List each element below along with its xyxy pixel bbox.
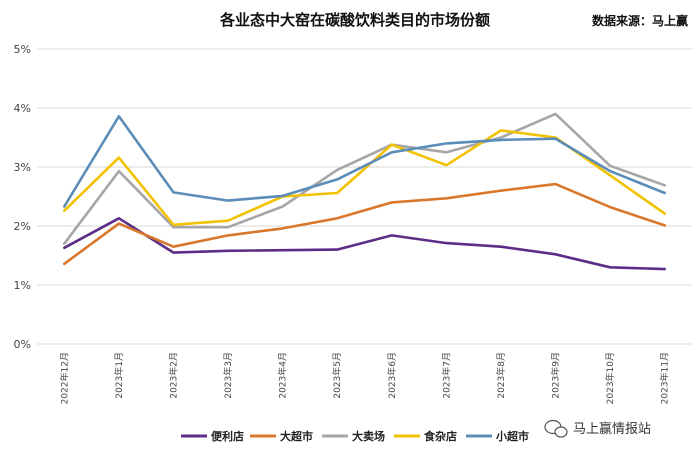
x-tick-label: 2023年7月 <box>440 352 452 399</box>
y-tick-label: 3% <box>14 161 31 174</box>
legend-item: 小超市 <box>466 429 529 443</box>
x-tick-label: 2023年3月 <box>222 352 234 399</box>
legend-label: 便利店 <box>211 429 244 443</box>
x-tick-label: 2023年10月 <box>604 352 616 404</box>
legend-item: 大卖场 <box>322 429 385 443</box>
series-line-5 <box>63 115 667 208</box>
legend-label: 小超市 <box>495 429 529 443</box>
wechat-icon <box>544 419 568 438</box>
x-axis-ticks: 2022年12月 2023年1月 2023年2月 2023年3月 2023年4月 2023… <box>58 352 670 404</box>
chart-title: 各业态中大窑在碳酸饮料类目的市场份额 <box>219 11 490 29</box>
x-tick-label: 2023年9月 <box>550 352 562 399</box>
gridlines <box>37 48 692 345</box>
legend-label: 大卖场 <box>352 429 385 443</box>
y-tick-label: 2% <box>14 220 31 233</box>
y-tick-label: 5% <box>14 43 31 56</box>
watermark: 马上赢情报站 <box>544 419 651 438</box>
series-line-1 <box>63 217 667 271</box>
watermark-text: 马上赢情报站 <box>573 421 651 437</box>
legend-label: 大超市 <box>280 429 313 443</box>
chart-source: 数据来源：马上赢 <box>592 13 688 28</box>
legend-label: 食杂店 <box>424 429 457 443</box>
series-lines <box>63 112 667 271</box>
y-tick-label: 0% <box>14 338 31 351</box>
y-tick-label: 4% <box>14 102 31 115</box>
x-tick-label: 2023年1月 <box>113 352 125 399</box>
x-tick-label: 2023年8月 <box>495 352 507 399</box>
legend-item: 便利店 <box>181 429 244 443</box>
legend: 便利店 大超市 大卖场 食杂店 小超市 <box>181 429 529 443</box>
x-tick-label: 2023年2月 <box>167 352 179 399</box>
y-axis-ticks: 0% 1% 2% 3% 4% 5% <box>14 43 31 351</box>
x-tick-label: 2023年5月 <box>331 352 343 399</box>
legend-item: 食杂店 <box>394 429 457 443</box>
x-tick-label: 2023年11月 <box>659 352 671 404</box>
x-tick-label: 2023年4月 <box>277 352 289 399</box>
legend-item: 大超市 <box>250 429 313 443</box>
x-tick-label: 2022年12月 <box>58 352 70 404</box>
y-tick-label: 1% <box>14 279 31 292</box>
x-tick-label: 2023年6月 <box>386 352 398 399</box>
series-line-2 <box>63 182 667 266</box>
series-line-3 <box>63 112 667 245</box>
